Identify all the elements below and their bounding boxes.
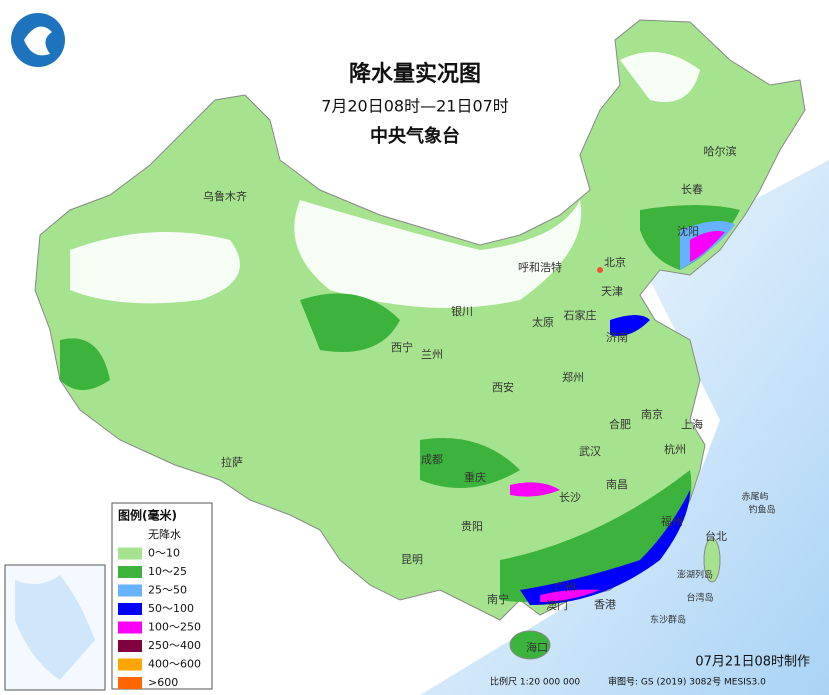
legend-label: >600 bbox=[148, 676, 178, 689]
city-label: 长春 bbox=[681, 183, 703, 196]
hainan bbox=[509, 630, 551, 660]
legend-swatch bbox=[118, 640, 142, 652]
island-label: 东沙群岛 bbox=[650, 614, 686, 626]
legend-label: 10～25 bbox=[148, 565, 187, 578]
city-label: 哈尔滨 bbox=[704, 144, 737, 158]
legend-swatch bbox=[118, 621, 142, 634]
city-label: 呼和浩特 bbox=[518, 260, 562, 274]
legend-swatch bbox=[118, 658, 142, 671]
city-label: 天津 bbox=[601, 285, 623, 298]
legend-swatch bbox=[118, 584, 142, 597]
legend-title: 图例(毫米) bbox=[118, 508, 177, 523]
city-label: 澳门 bbox=[546, 598, 568, 612]
city-label: 太原 bbox=[532, 316, 554, 329]
legend-label: 100～250 bbox=[148, 621, 201, 634]
capital-marker bbox=[597, 267, 603, 273]
island-label: 澎湖列岛 bbox=[677, 569, 713, 581]
city-label: 兰州 bbox=[421, 348, 443, 361]
issuer: 中央气象台 bbox=[370, 125, 460, 147]
china-land bbox=[34, 19, 806, 621]
sea bbox=[420, 160, 829, 695]
legend-swatch bbox=[118, 677, 142, 689]
city-label: 南昌 bbox=[606, 478, 628, 491]
legend-label: 25～50 bbox=[148, 584, 187, 597]
legend-label: 无降水 bbox=[148, 527, 181, 541]
city-label: 西安 bbox=[492, 380, 514, 394]
city-label: 郑州 bbox=[562, 370, 584, 384]
city-label: 西宁 bbox=[391, 340, 413, 354]
city-label: 长沙 bbox=[559, 491, 581, 504]
legend: 无降水 0～10 10～25 25～50 50～100 100～250 250～400 400… bbox=[118, 527, 201, 689]
legend-swatch bbox=[118, 603, 142, 615]
legend-label: 250～400 bbox=[148, 639, 201, 652]
legend-swatch bbox=[118, 547, 142, 560]
city-label: 乌鲁木齐 bbox=[203, 189, 247, 203]
city-label: 海口 bbox=[526, 640, 548, 654]
city-label: 南宁 bbox=[487, 592, 509, 606]
legend-label: 0～10 bbox=[148, 547, 180, 560]
logo-swirl bbox=[24, 26, 52, 56]
island-label: 钓鱼岛 bbox=[748, 504, 775, 516]
city-label: 重庆 bbox=[464, 470, 486, 484]
city-label: 南京 bbox=[641, 407, 663, 421]
city-label: 合肥 bbox=[609, 417, 631, 431]
made-time: 07月21日08时制作 bbox=[695, 655, 810, 670]
approval: 审图号: GS (2019) 3082号 MESIS3.0 bbox=[608, 676, 766, 688]
subtitle: 7月20日08时—21日07时 bbox=[321, 97, 509, 116]
city-label: 石家庄 bbox=[564, 308, 597, 322]
city-label: 成都 bbox=[421, 453, 443, 466]
legend-swatch bbox=[118, 529, 142, 541]
no-rain-areas bbox=[70, 52, 700, 308]
city-label: 广州 bbox=[554, 581, 576, 594]
city-label: 北京 bbox=[604, 255, 626, 269]
city-label: 香港 bbox=[594, 598, 616, 611]
taiwan bbox=[703, 537, 721, 583]
city-label: 贵阳 bbox=[461, 520, 483, 533]
legend-label: 50～100 bbox=[148, 602, 194, 615]
title: 降水量实况图 bbox=[349, 61, 481, 87]
city-label: 银川 bbox=[451, 304, 473, 318]
island-label: 赤尾屿 bbox=[741, 492, 768, 503]
city-label: 武汉 bbox=[579, 445, 601, 458]
legend-label: 400～600 bbox=[148, 658, 201, 671]
legend-swatch bbox=[118, 566, 142, 578]
heavy-rain-areas bbox=[60, 205, 740, 605]
city-label: 昆明 bbox=[401, 553, 423, 566]
inset-sea bbox=[15, 575, 95, 680]
city-label: 台北 bbox=[705, 529, 727, 543]
city-label: 杭州 bbox=[664, 442, 686, 456]
city-label: 沈阳 bbox=[677, 224, 699, 238]
city-label: 济南 bbox=[606, 330, 628, 344]
scale: 比例尺 1:20 000 000 bbox=[490, 676, 580, 688]
city-label: 福州 bbox=[661, 514, 683, 528]
city-label: 拉萨 bbox=[221, 455, 243, 469]
island-label: 台湾岛 bbox=[686, 592, 713, 604]
city-label: 上海 bbox=[681, 417, 703, 431]
